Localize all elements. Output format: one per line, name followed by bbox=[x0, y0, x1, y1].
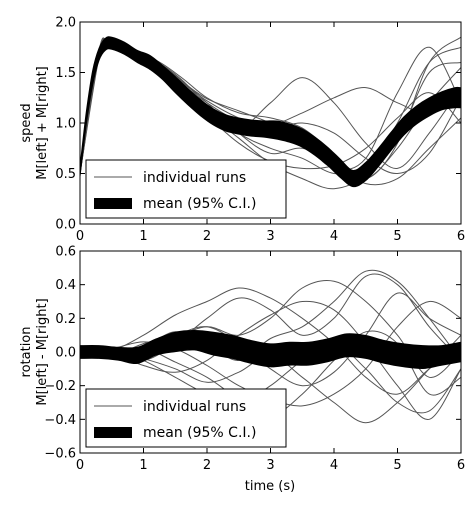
speed-xtick-label: 6 bbox=[457, 229, 465, 244]
speed-ytick-label: 1.5 bbox=[55, 66, 76, 81]
rotation-legend: individual runs mean (95% C.I.) bbox=[85, 388, 287, 448]
speed-xtick-label: 3 bbox=[266, 229, 274, 244]
rotation-ylabel-line2: M[left] - M[right] bbox=[35, 298, 50, 405]
speed-legend-mean-swatch bbox=[94, 198, 132, 209]
speed-xtick-label: 0 bbox=[76, 229, 84, 244]
rotation-xtick-label: 0 bbox=[76, 458, 84, 473]
rotation-ytick-label: −0.6 bbox=[44, 447, 76, 462]
rotation-xtick-label: 4 bbox=[330, 458, 338, 473]
rotation-ytick-label: 0.0 bbox=[55, 346, 76, 361]
rotation-mean-band bbox=[79, 329, 462, 370]
rotation-ticks: 0 1 2 3 4 5 6 −0.6 −0.4 −0.2 0.0 0.2 0.4 0.6 bbox=[44, 245, 465, 474]
rotation-legend-mean-label: mean (95% C.I.) bbox=[143, 425, 256, 441]
rotation-ytick-label: −0.2 bbox=[44, 379, 76, 394]
rotation-xtick-label: 3 bbox=[266, 458, 274, 473]
speed-ytick-label: 1.0 bbox=[55, 117, 76, 132]
rotation-ytick-label: −0.4 bbox=[44, 413, 76, 428]
rotation-ylabel: rotation M[left] - M[right] bbox=[19, 298, 50, 405]
rotation-xtick-label: 2 bbox=[203, 458, 211, 473]
speed-ytick-label: 0.0 bbox=[55, 218, 76, 233]
rotation-ytick-label: 0.4 bbox=[55, 278, 76, 293]
speed-ylabel-line1: speed bbox=[19, 103, 34, 142]
speed-legend-run-label: individual runs bbox=[143, 170, 246, 186]
speed-legend-mean-label: mean (95% C.I.) bbox=[143, 196, 256, 212]
rotation-legend-mean-swatch bbox=[94, 427, 132, 438]
rotation-mean-ci-band bbox=[79, 329, 462, 370]
speed-legend: individual runs mean (95% C.I.) bbox=[85, 159, 287, 219]
speed-xtick-label: 5 bbox=[393, 229, 401, 244]
rotation-run-line-5 bbox=[79, 300, 462, 420]
speed-xtick-label: 2 bbox=[203, 229, 211, 244]
speed-ylabel-line2: M[left] + M[right] bbox=[35, 66, 50, 179]
time-axis-label: time (s) bbox=[245, 479, 295, 494]
rotation-xtick-label: 6 bbox=[457, 458, 465, 473]
rotation-xtick-label: 1 bbox=[139, 458, 147, 473]
speed-xtick-label: 4 bbox=[330, 229, 338, 244]
rotation-legend-run-label: individual runs bbox=[143, 399, 246, 415]
speed-ytick-label: 2.0 bbox=[55, 16, 76, 31]
speed-ytick-label: 0.5 bbox=[55, 167, 76, 182]
speed-ylabel: speed M[left] + M[right] bbox=[19, 66, 50, 179]
speed-ticks: 0 1 2 3 4 5 6 0.0 0.5 1.0 1.5 2.0 bbox=[55, 16, 465, 245]
rotation-run-line-4 bbox=[79, 287, 462, 395]
speed-xtick-label: 1 bbox=[139, 229, 147, 244]
rotation-ylabel-line1: rotation bbox=[19, 327, 34, 378]
rotation-chart: 0 1 2 3 4 5 6 −0.6 −0.4 −0.2 0.0 0.2 0.4 0.6 rotation… bbox=[19, 245, 465, 495]
speed-chart: 0 1 2 3 4 5 6 0.0 0.5 1.0 1.5 2.0 speed M[left] + M… bbox=[19, 16, 465, 245]
rotation-run-line-2 bbox=[79, 292, 462, 387]
rotation-ytick-label: 0.6 bbox=[55, 245, 76, 260]
rotation-ytick-label: 0.2 bbox=[55, 312, 76, 327]
rotation-xtick-label: 5 bbox=[393, 458, 401, 473]
